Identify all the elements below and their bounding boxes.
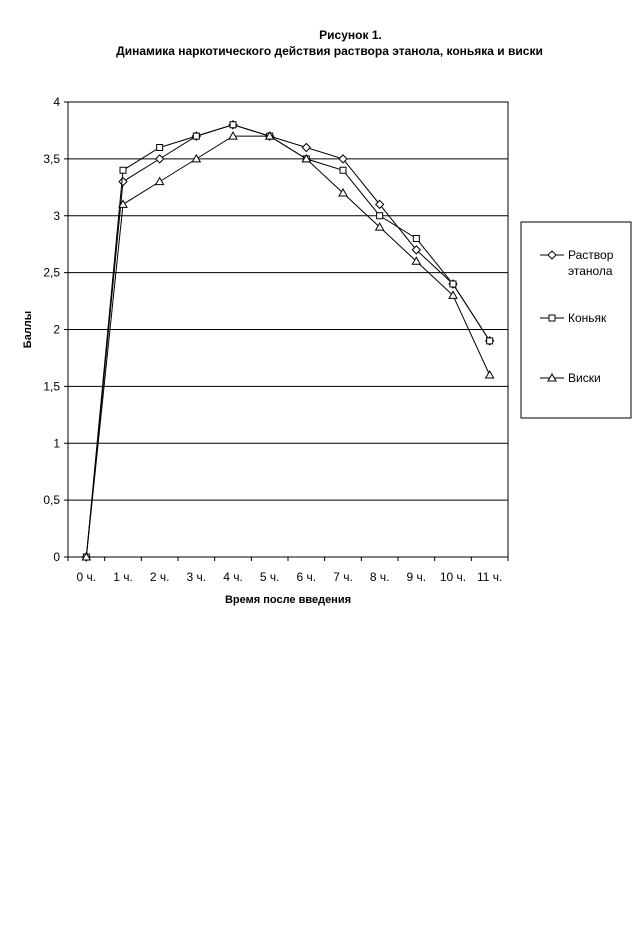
x-tick-label: 3 ч.	[187, 570, 207, 584]
y-axis-title: Баллы	[22, 311, 34, 348]
legend-label: этанола	[568, 264, 613, 278]
data-point-diamond	[118, 176, 128, 187]
data-point-square	[486, 337, 494, 345]
x-tick-label: 11 ч.	[477, 570, 502, 584]
x-tick-label: 8 ч.	[370, 570, 390, 584]
data-point-triangle	[228, 131, 238, 140]
data-point-triangle	[338, 187, 348, 197]
series-line-triangle	[85, 135, 491, 558]
y-tick-label: 3	[53, 209, 60, 223]
legend-box	[520, 221, 632, 419]
data-point-square	[229, 121, 237, 129]
chart-title: Динамика наркотического действия раствор…	[116, 44, 543, 58]
data-point-square	[119, 166, 127, 174]
y-tick-label: 3,5	[43, 152, 60, 166]
data-point-square	[376, 212, 384, 220]
data-point-diamond	[301, 142, 312, 153]
x-tick-label: 10 ч.	[440, 570, 466, 584]
y-tick-label: 1	[53, 436, 60, 450]
legend-label: Раствор	[568, 248, 614, 262]
x-tick-label: 9 ч.	[407, 570, 427, 584]
x-tick-label: 2 ч.	[150, 570, 170, 584]
data-point-triangle	[448, 290, 458, 299]
legend-label: Виски	[568, 371, 601, 385]
data-point-square	[449, 280, 457, 288]
y-tick-label: 0	[53, 550, 60, 564]
y-tick-label: 4	[53, 95, 60, 109]
data-point-diamond	[154, 154, 165, 164]
data-point-triangle	[301, 153, 312, 163]
x-tick-label: 5 ч.	[260, 570, 280, 584]
data-point-triangle	[154, 176, 165, 186]
data-point-triangle	[374, 222, 385, 231]
data-point-diamond	[374, 199, 385, 210]
data-point-square	[412, 235, 420, 242]
data-point-square	[339, 166, 347, 174]
legend-marker-triangle	[547, 372, 557, 382]
legend-marker-diamond	[547, 250, 557, 260]
legend-marker-square	[548, 314, 556, 322]
x-axis-title: Время после введения	[225, 594, 351, 606]
x-tick-label: 7 ч.	[333, 570, 353, 584]
data-point-triangle	[81, 551, 92, 561]
data-point-triangle	[118, 199, 128, 208]
data-point-square	[192, 132, 200, 140]
y-tick-label: 2	[53, 323, 60, 337]
legend-label: Коньяк	[568, 311, 607, 325]
figure-label: Рисунок 1.	[319, 28, 382, 42]
series-line-diamond	[85, 124, 491, 558]
data-point-square	[156, 144, 164, 151]
x-tick-label: 0 ч.	[77, 570, 97, 584]
x-tick-label: 6 ч.	[297, 570, 317, 584]
data-point-triangle	[191, 153, 202, 163]
data-point-diamond	[411, 245, 422, 255]
y-tick-label: 0,5	[43, 493, 60, 507]
data-point-triangle	[264, 131, 275, 140]
data-point-triangle	[484, 369, 495, 379]
y-tick-label: 2,5	[43, 266, 60, 280]
x-tick-label: 4 ч.	[223, 570, 243, 584]
data-point-diamond	[338, 154, 348, 164]
y-tick-label: 1,5	[43, 379, 60, 393]
x-tick-label: 1 ч.	[113, 570, 133, 584]
data-point-triangle	[411, 256, 422, 265]
